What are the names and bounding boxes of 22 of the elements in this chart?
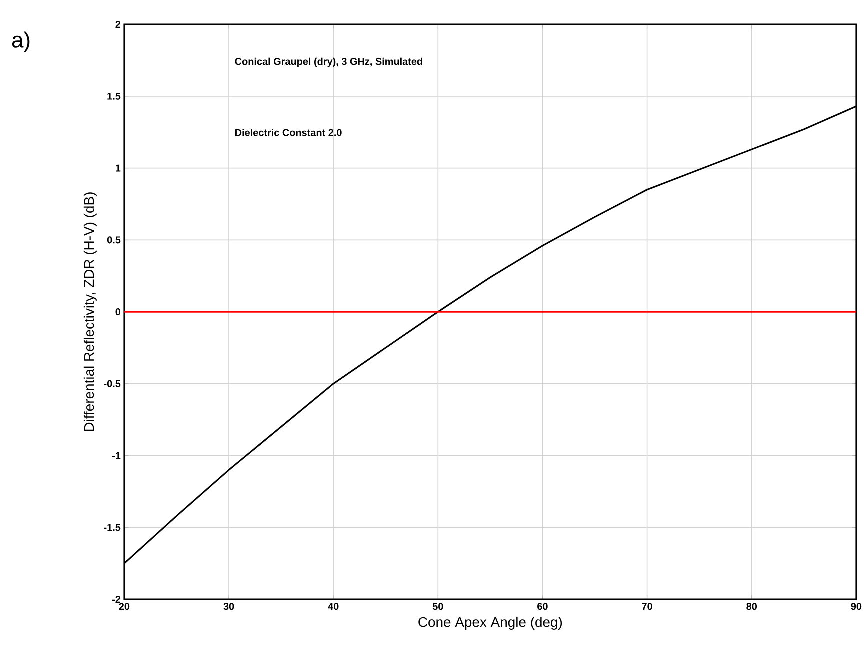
x-tick-label: 90 [851, 603, 862, 610]
y-axis-title: Differential Reflectivity, ZDR (H-V) (dB) [84, 192, 97, 432]
y-tick-label: 1 [116, 164, 121, 172]
x-tick-label: 50 [432, 603, 444, 610]
x-tick-label: 60 [538, 603, 548, 610]
y-tick-label: 1.5 [108, 92, 121, 100]
x-axis-title: Cone Apex Angle (deg) [418, 616, 562, 630]
y-tick-label: 2 [116, 21, 121, 28]
annotation: Conical Graupel (dry), 3 GHz, Simulated [235, 58, 422, 68]
y-tick-label: -1.5 [104, 524, 121, 532]
x-tick-label: 40 [328, 603, 339, 610]
y-tick-label: 0.5 [107, 236, 121, 244]
y-tick-label: -1 [112, 452, 121, 460]
y-tick-label: -0.5 [104, 380, 121, 388]
text: a) [12, 32, 30, 52]
annotation: Dielectric Constant 2.0 [236, 128, 342, 136]
x-tick-label: 30 [224, 603, 234, 610]
y-tick-label: 0 [116, 308, 121, 316]
x-tick-label: 70 [642, 603, 652, 610]
x-tick-label: 20 [119, 603, 130, 610]
y-tick-label: -2 [112, 596, 121, 604]
x-tick-label: 80 [746, 603, 758, 610]
